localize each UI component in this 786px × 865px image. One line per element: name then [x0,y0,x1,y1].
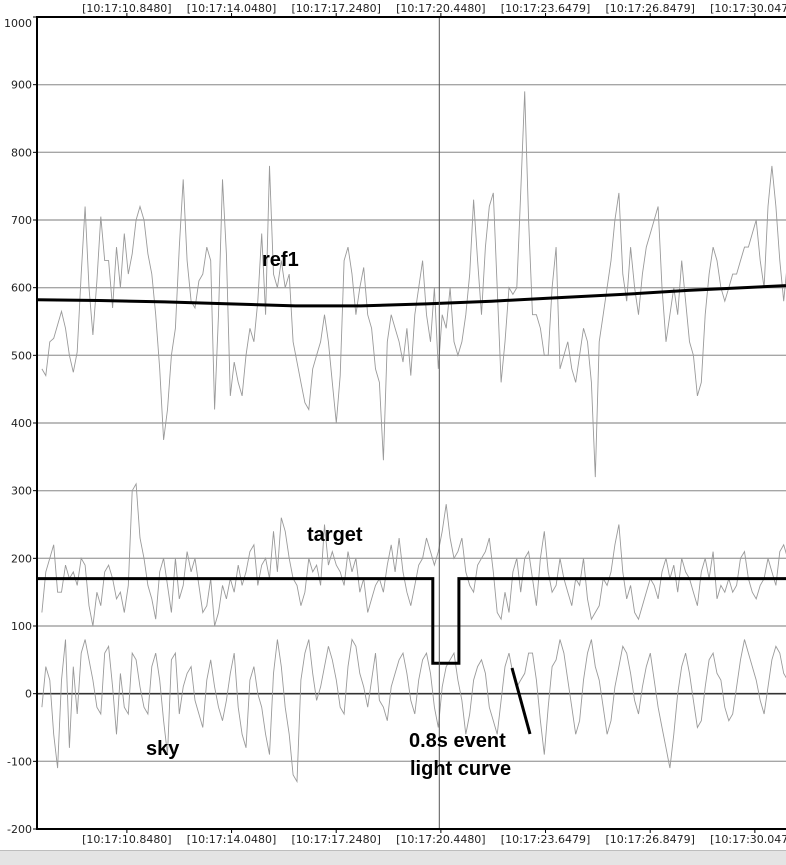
x-tick-label: [10:17:17.2480] [291,833,380,846]
x-tick-label: [10:17:14.0480] [187,2,276,15]
x-tick-label: [10:17:23.6479] [501,2,590,15]
annotation-label: light curve [410,758,511,780]
x-tick-label: [10:17:17.2480] [291,2,380,15]
y-tick-label: 500 [11,349,32,362]
series-layer [36,91,786,784]
fit-line-4 [37,577,786,665]
annotations: ref1 target sky 0.8s event light curve [146,249,532,780]
x-tick-label: [10:17:14.0480] [187,833,276,846]
x-tick-label: [10:17:30.0479] [710,833,786,846]
measurement-line-2 [41,638,786,784]
y-tick-label: -200 [7,823,32,836]
y-tick-label: 200 [11,552,32,565]
y-tick-label: 800 [11,146,32,159]
measurement-line-1 [41,482,786,627]
grid-lines [37,16,786,830]
x-tick-label: [10:17:30.0479] [710,2,786,15]
annotation-label: target [307,524,363,546]
y-tick-label: 300 [11,485,32,498]
x-tick-label: [10:17:10.8480] [82,2,171,15]
y-tick-label: 700 [11,214,32,227]
y-tick-label: 900 [11,79,32,92]
x-tick-label: [10:17:26.8479] [605,2,694,15]
fit-line-3 [36,284,786,308]
y-tick-label: -100 [7,755,32,768]
annotation-label: sky [146,738,180,760]
y-tick-label: 600 [11,282,32,295]
y-tick-label: 0 [25,688,32,701]
x-axis-bottom-ticks: [10:17:10.8480] [10:17:14.0480] [10:17:17.… [82,829,786,846]
x-tick-label: [10:17:20.4480] [396,833,485,846]
y-tick-label: 100 [11,620,32,633]
x-tick-label: [10:17:26.8479] [605,833,694,846]
y-axis-ticks: -200 -100 0 100 200 300 400 500 600 700 800 900 1000 [4,16,37,836]
y-tick-label: 400 [11,417,32,430]
measurement-line-0 [41,91,786,478]
x-tick-label: [10:17:10.8480] [82,833,171,846]
annotation-label: 0.8s event [409,730,506,752]
x-axis-top-ticks: [10:17:10.8480] [10:17:14.0480] [10:17:17.… [82,2,786,17]
event-pointer-line [510,667,532,735]
status-bar [0,850,786,865]
y-tick-label: 1000 [4,17,32,30]
x-tick-label: [10:17:20.4480] [396,2,485,15]
annotation-label: ref1 [262,249,299,271]
x-tick-label: [10:17:23.6479] [501,833,590,846]
